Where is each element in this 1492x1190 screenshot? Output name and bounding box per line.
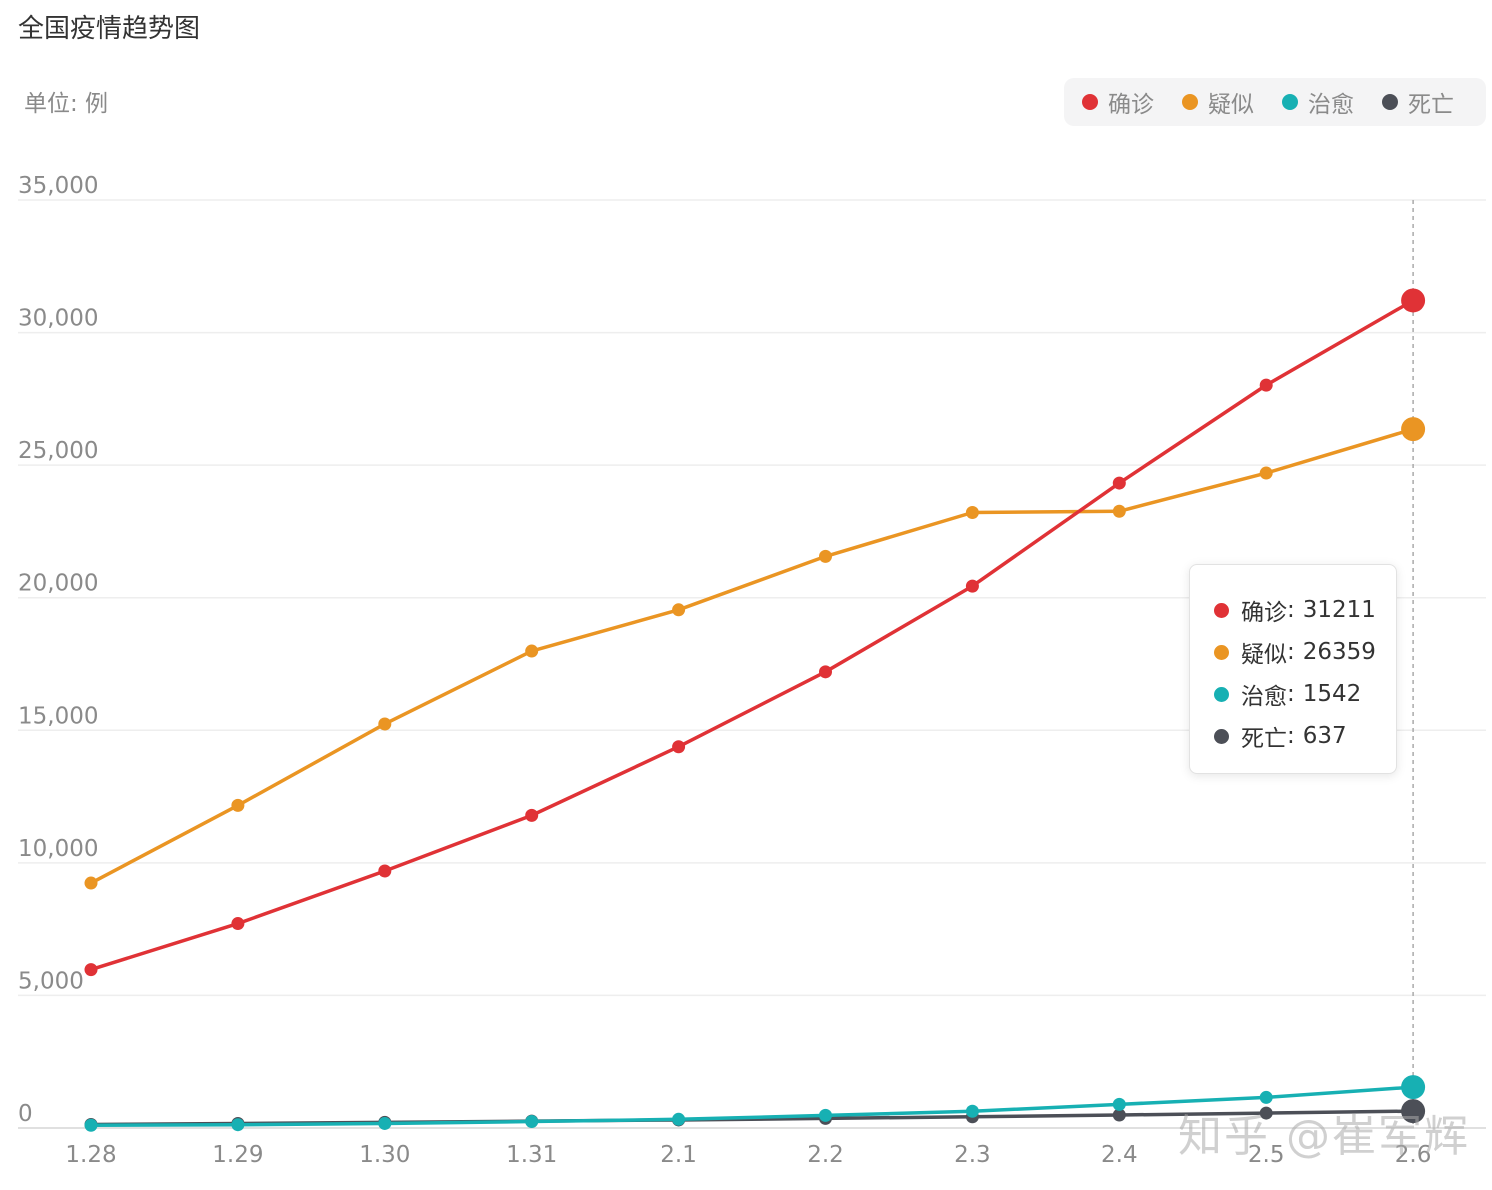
- y-tick-label: 0: [18, 1101, 33, 1127]
- data-point: [1401, 1075, 1426, 1100]
- tooltip-value-cured: 1542: [1302, 681, 1362, 707]
- chart-title: 全国疫情趋势图: [18, 14, 201, 44]
- legend-label-cured: 治愈: [1308, 92, 1354, 118]
- tooltip-value-confirmed: 31211: [1302, 597, 1376, 623]
- data-point: [84, 876, 98, 890]
- y-tick-label: 20,000: [18, 571, 98, 597]
- chart-legend: 确诊 疑似 治愈 死亡: [1064, 78, 1486, 126]
- data-point: [1401, 1099, 1426, 1124]
- tooltip-value-suspected: 26359: [1302, 639, 1376, 665]
- data-point: [1112, 504, 1126, 518]
- y-tick-label: 10,000: [18, 836, 98, 862]
- data-point: [965, 505, 979, 519]
- x-tick-label: 1.31: [506, 1142, 557, 1168]
- x-tick-label: 1.30: [359, 1142, 410, 1168]
- series-line-2: [90, 1085, 1414, 1128]
- data-point: [819, 665, 832, 679]
- tooltip-dot-cured: [1214, 686, 1229, 702]
- unit-label: 单位: 例: [24, 91, 109, 117]
- legend-item-dead[interactable]: 死亡: [1382, 85, 1454, 119]
- data-point: [965, 1104, 979, 1118]
- data-point: [1112, 476, 1126, 490]
- legend-dot-dead: [1382, 94, 1398, 110]
- y-tick-label: 35,000: [18, 173, 98, 199]
- data-point: [525, 808, 539, 822]
- x-tick-label: 2.6: [1395, 1142, 1432, 1168]
- legend-dot-cured: [1282, 94, 1298, 110]
- legend-label-suspected: 疑似: [1208, 92, 1254, 118]
- tooltip-row-cured: 治愈: 1542: [1190, 673, 1396, 715]
- tooltip-dot-suspected: [1214, 644, 1229, 660]
- data-point: [965, 579, 979, 593]
- series-line-1: [90, 427, 1414, 885]
- legend-label-dead: 死亡: [1408, 92, 1454, 118]
- data-point: [525, 644, 539, 658]
- data-point: [378, 864, 392, 878]
- tooltip-dot-confirmed: [1214, 602, 1229, 618]
- data-point: [1259, 466, 1273, 480]
- data-point: [1259, 378, 1273, 392]
- data-point: [1259, 1090, 1273, 1104]
- legend-item-suspected[interactable]: 疑似: [1182, 85, 1254, 119]
- data-point: [1401, 288, 1426, 313]
- data-point: [672, 603, 686, 617]
- data-point: [231, 798, 245, 812]
- legend-dot-confirmed: [1082, 94, 1098, 110]
- legend-dot-suspected: [1182, 94, 1198, 110]
- legend-item-cured[interactable]: 治愈: [1282, 85, 1354, 119]
- tooltip-dot-dead: [1214, 728, 1229, 744]
- data-point: [819, 1108, 832, 1122]
- data-point: [1112, 1108, 1126, 1122]
- tooltip-row-suspected: 疑似: 26359: [1190, 631, 1396, 673]
- series-line-0: [90, 298, 1414, 972]
- data-point: [378, 717, 392, 731]
- tooltip-label-suspected: 疑似: [1241, 642, 1287, 668]
- data-point: [1259, 1106, 1273, 1120]
- y-tick-label: 5,000: [18, 968, 84, 994]
- x-tick-label: 1.29: [212, 1142, 263, 1168]
- y-tick-label: 15,000: [18, 703, 98, 729]
- data-point: [1401, 417, 1426, 442]
- data-point: [231, 917, 245, 931]
- tooltip-label-confirmed: 确诊: [1241, 600, 1287, 626]
- data-point: [231, 1118, 245, 1132]
- tooltip-label-dead: 死亡: [1241, 726, 1287, 752]
- x-tick-label: 2.1: [660, 1142, 697, 1168]
- data-point: [84, 963, 98, 977]
- x-tick-label: 2.2: [807, 1142, 844, 1168]
- x-tick-label: 2.3: [954, 1142, 991, 1168]
- data-point: [84, 1118, 98, 1132]
- data-point: [1112, 1097, 1126, 1111]
- data-tooltip: 确诊: 31211 疑似: 26359 治愈: 1542 死亡: 637: [1189, 564, 1397, 774]
- tooltip-value-dead: 637: [1302, 723, 1347, 749]
- legend-label-confirmed: 确诊: [1108, 92, 1154, 118]
- x-tick-label: 2.5: [1248, 1142, 1285, 1168]
- data-point: [672, 1112, 686, 1126]
- data-point: [672, 740, 686, 754]
- tooltip-label-cured: 治愈: [1241, 684, 1287, 710]
- data-point: [525, 1115, 539, 1129]
- watermark: 知乎 @崔军辉: [1178, 1111, 1470, 1162]
- tooltip-row-confirmed: 确诊: 31211: [1190, 589, 1396, 631]
- data-point: [819, 549, 832, 563]
- legend-item-confirmed[interactable]: 确诊: [1082, 85, 1154, 119]
- tooltip-row-dead: 死亡: 637: [1190, 715, 1396, 757]
- x-tick-label: 1.28: [65, 1142, 116, 1168]
- y-tick-label: 30,000: [18, 306, 98, 332]
- y-tick-label: 25,000: [18, 438, 98, 464]
- data-point: [378, 1116, 392, 1130]
- x-tick-label: 2.4: [1101, 1142, 1138, 1168]
